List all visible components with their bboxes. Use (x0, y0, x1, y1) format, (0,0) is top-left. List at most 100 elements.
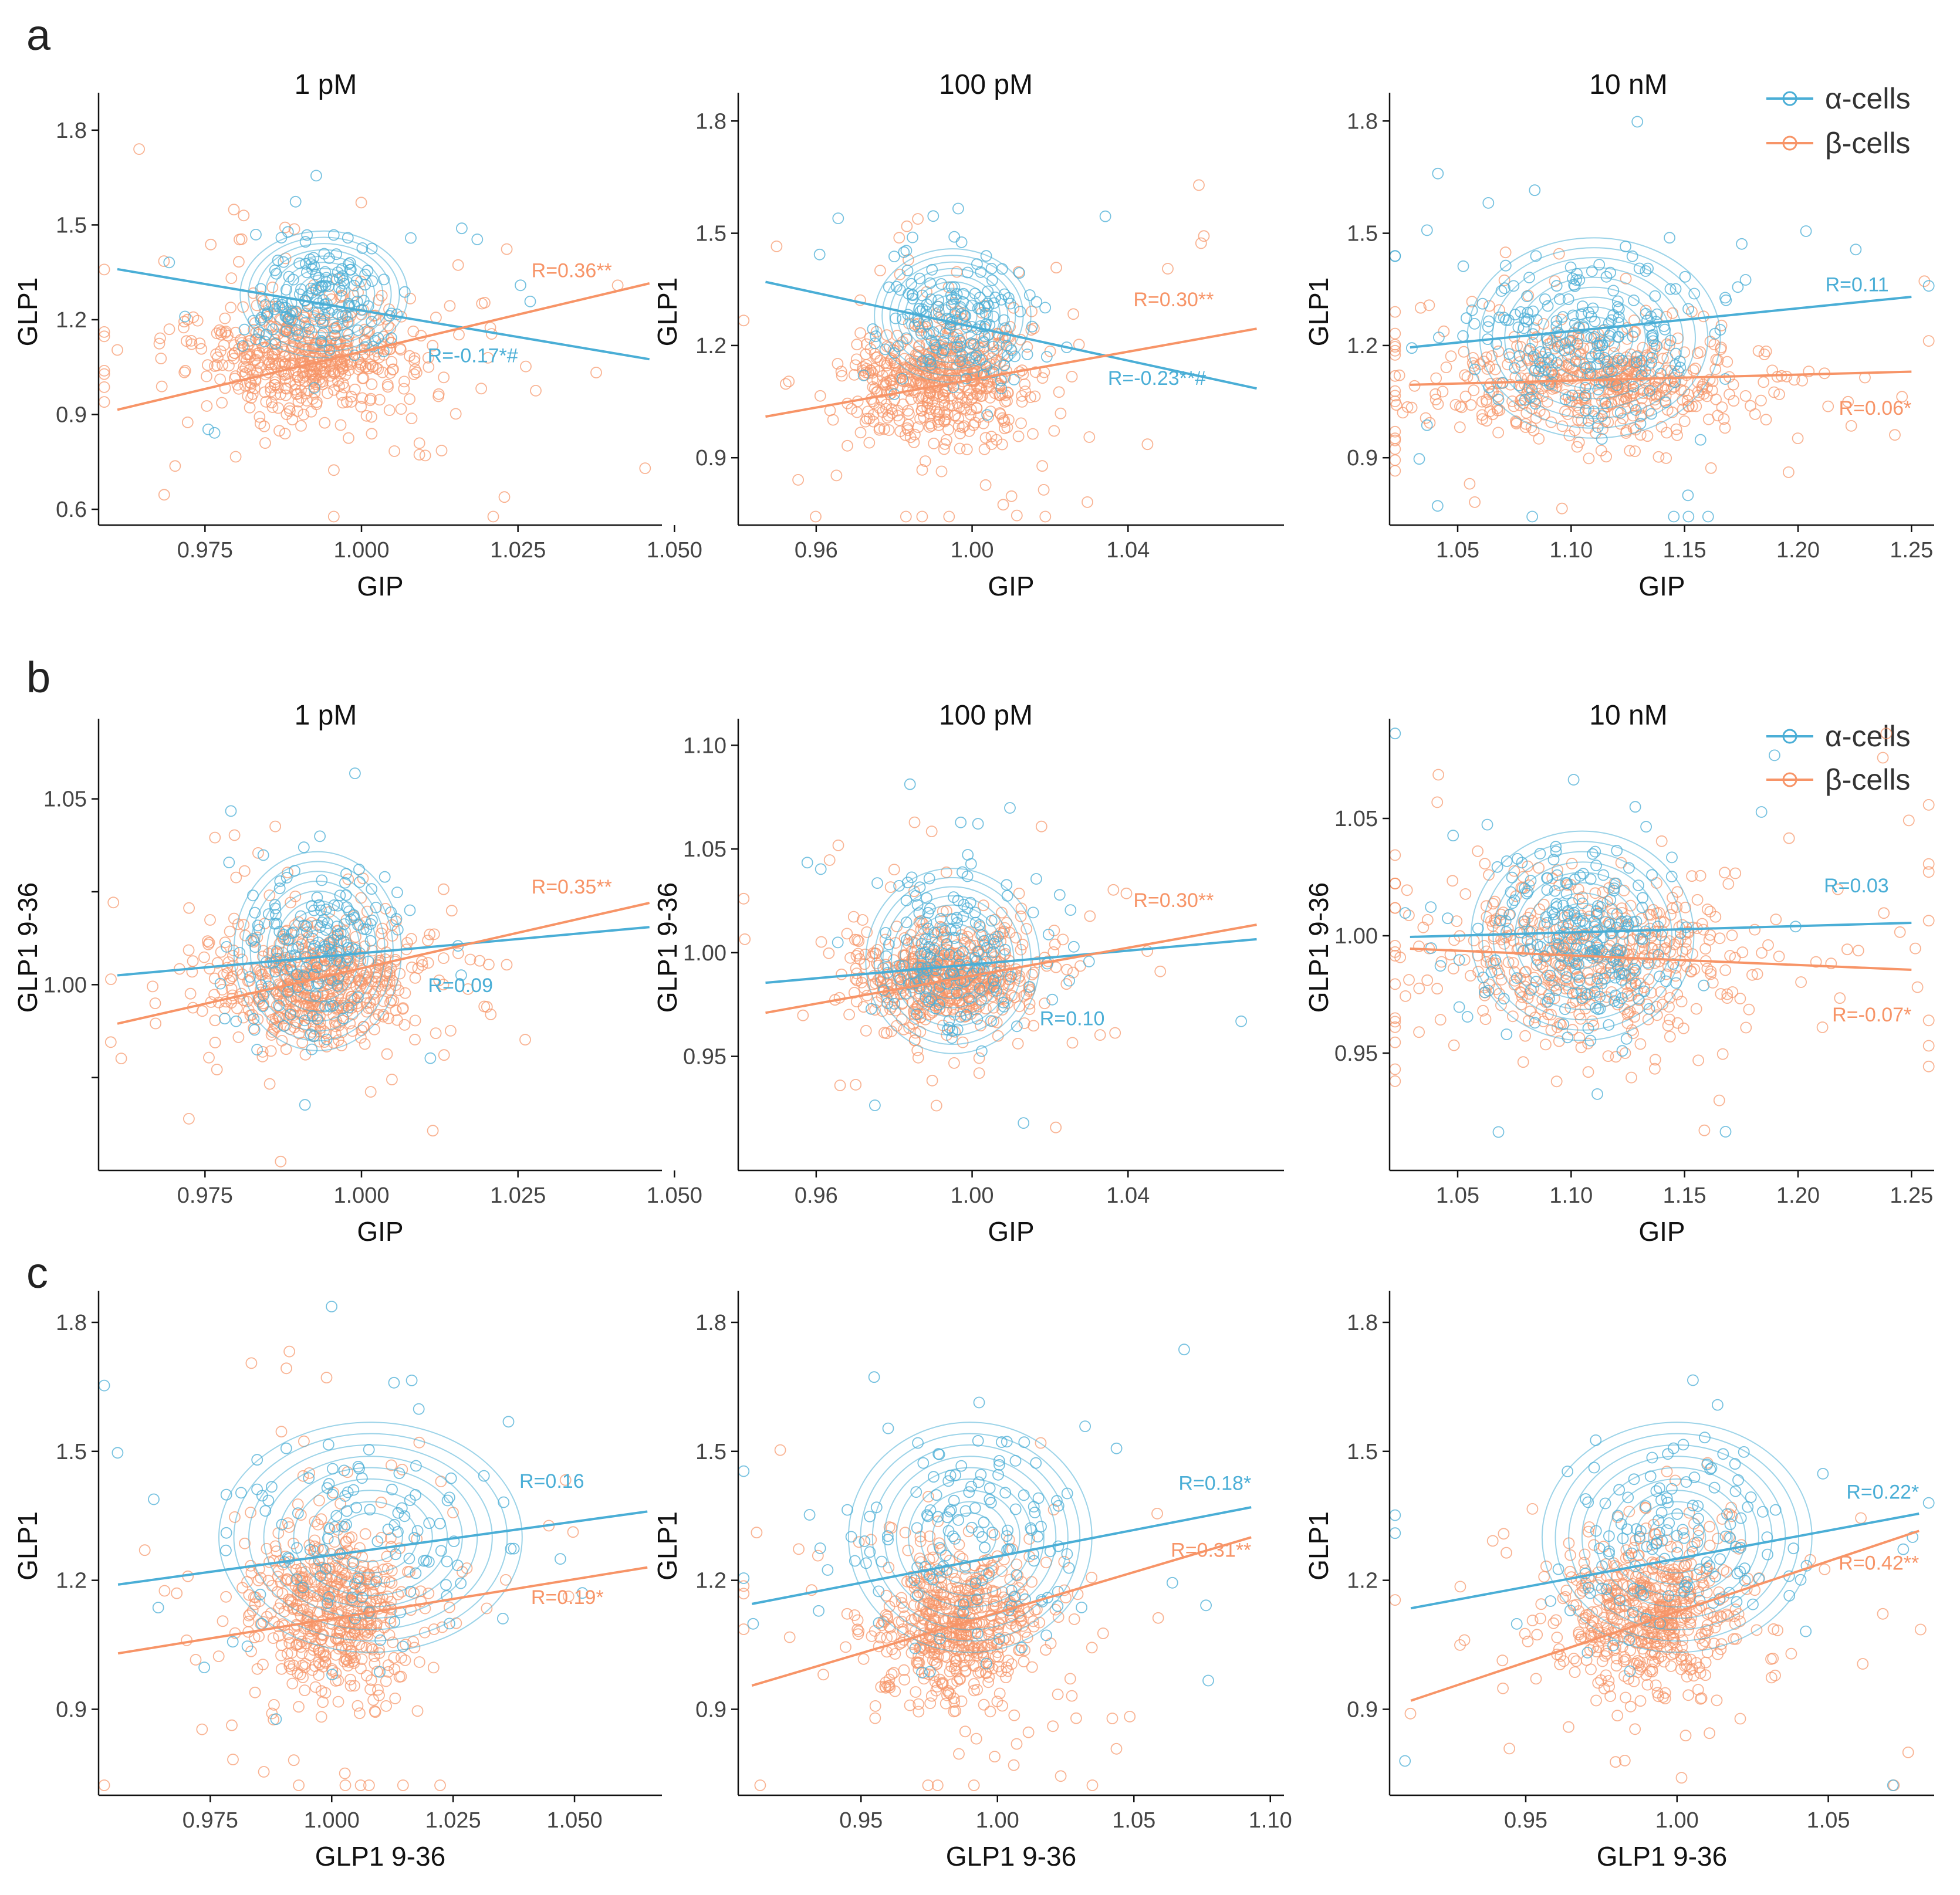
beta-point (1389, 1036, 1401, 1048)
alpha-point (287, 273, 299, 286)
beta-point (1039, 510, 1052, 523)
beta-point (1586, 1015, 1599, 1027)
beta-point (258, 420, 271, 432)
beta-point (111, 344, 123, 356)
alpha-point (1603, 335, 1615, 347)
beta-point (1610, 361, 1623, 374)
beta-point (1634, 1038, 1647, 1050)
beta-point (994, 408, 1006, 420)
beta-point (1028, 1020, 1040, 1032)
alpha-point (1580, 404, 1592, 417)
beta-point (1771, 371, 1783, 383)
alpha-point (974, 982, 986, 994)
x-tick-label: 1.15 (1663, 538, 1706, 563)
alpha-point (1633, 879, 1644, 891)
beta-point (853, 935, 865, 948)
beta-point (360, 410, 373, 422)
beta-point (1751, 968, 1763, 980)
beta-point (948, 1057, 960, 1069)
beta-point (1664, 1013, 1676, 1026)
beta-point (1600, 451, 1613, 463)
beta-point (928, 438, 940, 449)
alpha-point (1768, 749, 1780, 762)
alpha-fit-line (117, 926, 650, 977)
beta-point (380, 1700, 392, 1712)
beta-point (369, 309, 381, 322)
x-axis-label: GIP (988, 1216, 1034, 1247)
beta-point (1389, 902, 1401, 914)
beta-point (916, 510, 928, 523)
alpha-point (1039, 302, 1051, 314)
alpha-point (1586, 351, 1598, 363)
beta-point (354, 980, 367, 992)
beta-point (219, 936, 231, 949)
beta-point (386, 1074, 398, 1085)
beta-point (1018, 1017, 1030, 1029)
beta-point (1918, 275, 1931, 287)
beta-point (1573, 893, 1585, 905)
beta-point (476, 297, 488, 310)
alpha-point (832, 212, 844, 225)
beta-point (249, 374, 262, 385)
beta-point (850, 353, 863, 366)
beta-point (1552, 864, 1564, 876)
beta-point (1635, 402, 1647, 414)
beta-point (355, 197, 367, 209)
beta-point (965, 408, 976, 421)
beta-point (930, 1099, 942, 1112)
beta-point (1653, 955, 1665, 967)
alpha-point (308, 382, 320, 394)
alpha-point (960, 1009, 972, 1021)
beta-point (519, 1034, 531, 1045)
alpha-point (944, 1021, 955, 1034)
alpha-point (1635, 369, 1648, 381)
alpha-point (908, 320, 921, 332)
beta-point (973, 1067, 985, 1079)
alpha-point (975, 320, 986, 332)
beta-point (832, 358, 844, 370)
beta-point (409, 1034, 421, 1045)
beta-point (1477, 1004, 1489, 1017)
beta-point (416, 959, 428, 971)
alpha-point (1670, 283, 1682, 295)
beta-point (381, 378, 394, 391)
beta-point (383, 404, 396, 416)
chart-panel-4: R=0.09R=0.35**0.975 1.000 1.025 1.0501.001.… (12, 700, 702, 1247)
alpha-point (1679, 270, 1691, 283)
chart-panel-2: R=-0.23**#R=0.30**0.96 1.00 1.040.91.21.51… (652, 69, 1284, 601)
beta-point (1478, 356, 1490, 367)
beta-point (366, 428, 378, 440)
beta-point (1514, 986, 1526, 998)
beta-point (1831, 883, 1844, 895)
alpha-point (349, 767, 361, 779)
beta-point (292, 395, 305, 408)
beta-point (251, 348, 263, 360)
beta-point (225, 302, 237, 314)
legend-alpha-label: α-cells (1825, 720, 1911, 753)
beta-point (408, 368, 420, 380)
alpha-point (1457, 260, 1469, 272)
beta-point (792, 474, 804, 486)
alpha-point (307, 943, 320, 955)
beta-point (365, 392, 377, 405)
alpha-point (366, 275, 379, 287)
beta-point (984, 392, 996, 404)
beta-point (1556, 420, 1569, 432)
alpha-point (945, 923, 957, 936)
alpha-point (900, 245, 913, 257)
beta-point (530, 385, 542, 397)
beta-point (1795, 976, 1807, 988)
beta-point (185, 335, 197, 347)
beta-point (230, 871, 242, 884)
alpha-point (323, 252, 335, 264)
alpha-point (1566, 390, 1579, 401)
beta-point (1653, 451, 1665, 463)
beta-point (184, 987, 197, 1000)
beta-point (954, 442, 966, 455)
alpha-point (1688, 287, 1701, 300)
alpha-point (328, 899, 340, 911)
beta-point (797, 1009, 809, 1021)
beta-point (1746, 969, 1758, 981)
beta-point (438, 1049, 450, 1061)
x-tick-label: 1.25 (1890, 538, 1933, 563)
